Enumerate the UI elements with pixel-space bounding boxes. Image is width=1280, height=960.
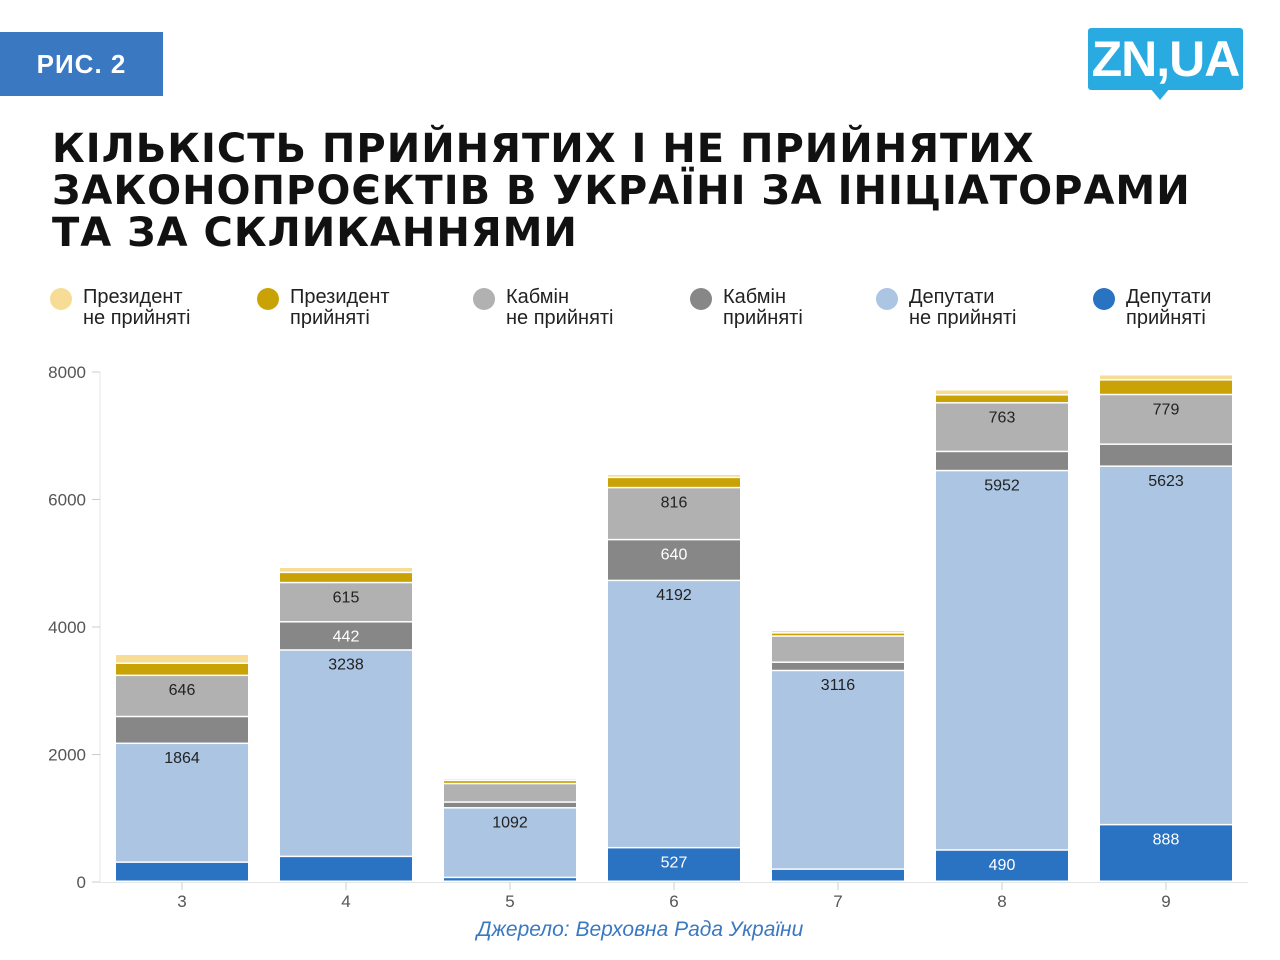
bar-segment [772, 633, 904, 636]
legend-label: Депутати не прийняті [909, 286, 1017, 329]
data-label: 888 [1153, 831, 1180, 848]
y-tick-label: 4000 [48, 618, 86, 637]
data-label: 490 [989, 857, 1016, 874]
bar-segment [116, 744, 248, 862]
bar-segment [444, 808, 576, 877]
bar-segment [608, 581, 740, 847]
bar-segment [936, 471, 1068, 850]
legend-swatch [690, 288, 712, 310]
bar-segment [772, 869, 904, 881]
bar-segment [936, 390, 1068, 395]
bar-segment [1100, 444, 1232, 466]
bar-segment [608, 478, 740, 487]
logo-text: ZN,UA [1091, 31, 1241, 87]
bar-segment [280, 650, 412, 856]
bar-segment [1100, 825, 1232, 881]
data-label: 1864 [164, 750, 200, 767]
bar-segment [936, 403, 1068, 451]
data-label: 5623 [1148, 473, 1184, 490]
source-note: Джерело: Верховна Рада України [476, 918, 804, 941]
bar-segment [608, 474, 740, 477]
bar-segment [280, 857, 412, 881]
legend-item: Президент прийняті [257, 287, 390, 329]
bar-segment [444, 779, 576, 780]
bar-segment [280, 568, 412, 572]
legend-label: Президент прийняті [290, 286, 390, 329]
legend-label: Кабмін не прийняті [506, 286, 614, 329]
bar-segment [936, 395, 1068, 403]
legend-swatch [876, 288, 898, 310]
y-tick-label: 6000 [48, 491, 86, 510]
x-tick-label: 5 [505, 892, 514, 911]
bar-segment [280, 622, 412, 650]
bar-segment [116, 655, 248, 663]
bar-segment [1100, 466, 1232, 824]
data-label: 4192 [656, 587, 692, 604]
bar-segment [772, 636, 904, 662]
bar-segment [116, 717, 248, 743]
bar-segment [608, 488, 740, 539]
data-label: 1092 [492, 815, 528, 832]
legend-label: Депутати прийняті [1126, 286, 1212, 329]
bar-segment [772, 631, 904, 633]
legend-item: Депутати не прийняті [876, 287, 1017, 329]
data-label: 646 [169, 682, 196, 699]
legend-swatch [1093, 288, 1115, 310]
data-label: 763 [989, 410, 1016, 427]
bar-segment [936, 850, 1068, 881]
legend-label: Кабмін прийняті [723, 286, 803, 329]
bar-segment [772, 671, 904, 869]
y-tick-label: 2000 [48, 746, 86, 765]
x-tick-label: 3 [177, 892, 186, 911]
bar-segment [1100, 380, 1232, 394]
x-tick-label: 6 [669, 892, 678, 911]
bar-segment [1100, 375, 1232, 380]
data-label: 5952 [984, 477, 1020, 494]
legend-label: Президент не прийняті [83, 286, 191, 329]
x-tick-label: 9 [1161, 892, 1170, 911]
bar-segment [608, 540, 740, 580]
bar-segment [444, 878, 576, 881]
chart-title: КІЛЬКІСТЬ ПРИЙНЯТИХ І НЕ ПРИЙНЯТИХ ЗАКОН… [52, 126, 1191, 256]
bar-segment [444, 781, 576, 783]
legend-item: Кабмін не прийняті [473, 287, 614, 329]
data-label: 779 [1153, 401, 1180, 418]
legend-swatch [473, 288, 495, 310]
bar-segment [444, 784, 576, 802]
bar-segment [116, 663, 248, 675]
bar-segment [444, 802, 576, 808]
legend-item: Президент не прийняті [50, 287, 191, 329]
legend-item: Кабмін прийняті [690, 287, 803, 329]
data-label: 615 [333, 589, 360, 606]
legend-item: Депутати прийняті [1093, 287, 1211, 329]
y-tick-label: 8000 [48, 363, 86, 382]
legend-swatch [257, 288, 279, 310]
data-label: 3238 [328, 657, 364, 674]
y-tick-label: 0 [77, 873, 86, 892]
data-label: 816 [661, 494, 688, 511]
bar-segment [280, 573, 412, 582]
x-tick-label: 7 [833, 892, 842, 911]
data-label: 640 [661, 546, 688, 563]
legend-swatch [50, 288, 72, 310]
data-label: 442 [333, 629, 360, 646]
figure-badge: РИС. 2 [0, 32, 163, 96]
bar-segment [1100, 395, 1232, 444]
x-tick-label: 8 [997, 892, 1006, 911]
data-label: 3116 [821, 677, 856, 694]
bar-segment [936, 452, 1068, 470]
bar-segment [608, 848, 740, 881]
bar-segment [116, 676, 248, 716]
data-label: 527 [661, 854, 688, 871]
legend: Президент не прийняті Президент прийняті… [50, 287, 1250, 337]
zn-ua-logo: ZN,UA [1088, 28, 1243, 100]
bar-segment [280, 583, 412, 622]
x-tick-label: 4 [341, 892, 350, 911]
bar-segment [772, 662, 904, 670]
bar-segment [116, 862, 248, 881]
